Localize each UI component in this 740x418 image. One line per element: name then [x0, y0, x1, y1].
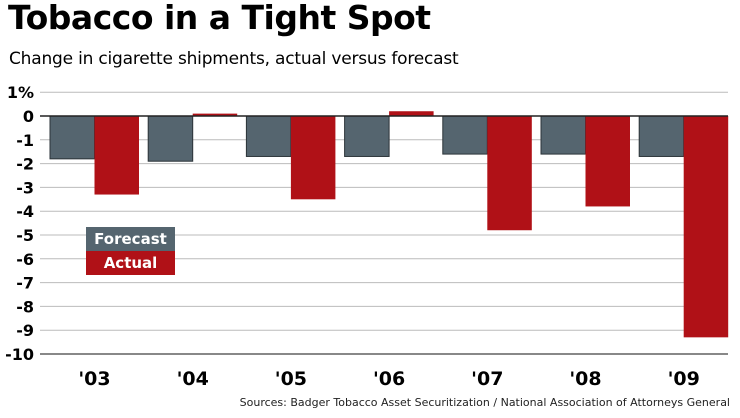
x-tick-label: '08	[569, 368, 601, 390]
x-axis-ticks: '03 '04 '05 '06 '07 '08 '09	[78, 368, 699, 390]
x-tick-label: '09	[668, 368, 700, 390]
y-tick-label: -7	[16, 274, 34, 293]
bar-actual-09	[683, 116, 729, 338]
bar-actual-06	[389, 111, 434, 116]
y-tick-label: -6	[16, 250, 34, 269]
x-tick-label: '03	[78, 368, 110, 390]
bar-forecast-04	[147, 115, 194, 162]
bar-actual-03	[94, 116, 139, 195]
y-tick-label: -10	[5, 345, 34, 364]
y-axis-ticks: 1% 0 -1 -2 -3 -4 -5 -6 -7 -8 -9 -10	[5, 83, 34, 364]
y-tick-label: -5	[16, 226, 34, 245]
legend-forecast: Forecast	[86, 227, 175, 251]
chart-title: Tobacco in a Tight Spot	[8, 0, 431, 37]
bars	[49, 111, 729, 338]
legend-actual: Actual	[86, 251, 175, 275]
y-tick-label: -4	[16, 202, 34, 221]
bar-forecast-06	[344, 115, 390, 157]
y-tick-label: -2	[16, 155, 34, 174]
y-tick-label: 1%	[7, 83, 34, 102]
bar-actual-04	[192, 113, 238, 116]
bar-actual-08	[585, 116, 630, 207]
gridlines	[40, 91, 728, 355]
x-tick-label: '04	[177, 368, 209, 390]
bar-actual-05	[290, 116, 336, 200]
bar-forecast-03	[49, 115, 95, 160]
legend: Forecast Actual	[86, 227, 175, 275]
x-tick-label: '07	[471, 368, 503, 390]
bar-forecast-05	[245, 115, 292, 157]
x-tick-label: '06	[373, 368, 405, 390]
y-tick-label: -8	[16, 297, 34, 316]
y-tick-label: 0	[23, 107, 34, 126]
bar-forecast-09	[638, 115, 685, 157]
bar-forecast-08	[540, 115, 586, 155]
bar-forecast-07	[442, 115, 488, 155]
y-tick-label: -9	[16, 321, 34, 340]
y-tick-label: -3	[16, 178, 34, 197]
bar-actual-07	[487, 116, 532, 231]
chart-subtitle: Change in cigarette shipments, actual ve…	[9, 49, 459, 69]
source-note: Sources: Badger Tobacco Asset Securitiza…	[239, 396, 730, 409]
x-tick-label: '05	[275, 368, 307, 390]
y-tick-label: -1	[16, 131, 34, 150]
